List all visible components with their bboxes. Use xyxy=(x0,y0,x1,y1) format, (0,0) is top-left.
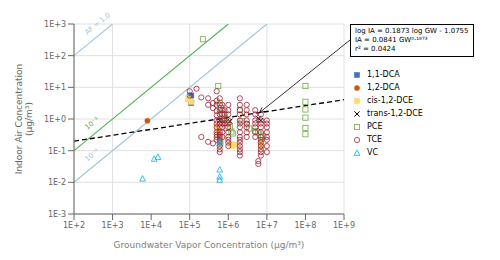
html-text:PCE: PCE xyxy=(367,122,383,131)
svg-text:1E+6: 1E+6 xyxy=(217,221,239,230)
html-text:cis-1,2-DCE: cis-1,2-DCE xyxy=(367,96,414,105)
html-text:log IA = 0.1873 log GW - 1.075: log IA = 0.1873 log GW - 1.0755 xyxy=(355,27,469,35)
svg-text:1E+8: 1E+8 xyxy=(294,221,316,230)
html-text:IA = 0.0841 GW⁰·¹⁸⁷³: IA = 0.0841 GW⁰·¹⁸⁷³ xyxy=(355,36,428,44)
svg-text:10⁻³: 10⁻³ xyxy=(83,116,100,132)
svg-text:1E+0: 1E+0 xyxy=(44,115,66,124)
svg-text:1E+1: 1E+1 xyxy=(44,83,66,92)
html-text:VC: VC xyxy=(367,148,379,157)
svg-text:1E-3: 1E-3 xyxy=(48,210,66,219)
svg-text:1E+2: 1E+2 xyxy=(63,221,85,230)
svg-text:1E+3: 1E+3 xyxy=(44,20,66,29)
html-text:1,2-DCA: 1,2-DCA xyxy=(367,83,400,92)
svg-text:1E+2: 1E+2 xyxy=(44,52,66,61)
svg-text:1E-1: 1E-1 xyxy=(48,147,66,156)
svg-text:Indoor Air Concentration(μg/m³: Indoor Air Concentration(μg/m³) xyxy=(14,64,34,175)
svg-text:Groundwater Vapor Concentratio: Groundwater Vapor Concentration (μg/m³) xyxy=(114,240,305,250)
html-text:1,1-DCA: 1,1-DCA xyxy=(367,70,400,79)
svg-text:10⁻⁴: 10⁻⁴ xyxy=(83,147,100,163)
svg-text:1E+4: 1E+4 xyxy=(140,221,162,230)
svg-text:1E+7: 1E+7 xyxy=(256,221,278,230)
html-text:r² = 0.0424: r² = 0.0424 xyxy=(355,45,396,53)
svg-text:1E-2: 1E-2 xyxy=(48,178,66,187)
svg-text:1E+9: 1E+9 xyxy=(333,221,355,230)
svg-text:1E+3: 1E+3 xyxy=(102,221,124,230)
svg-text:1E+5: 1E+5 xyxy=(179,221,201,230)
svg-text:AF = 1.0: AF = 1.0 xyxy=(83,11,111,36)
html-text:TCE: TCE xyxy=(367,135,383,144)
html-text:trans-1,2-DCE: trans-1,2-DCE xyxy=(367,109,423,118)
